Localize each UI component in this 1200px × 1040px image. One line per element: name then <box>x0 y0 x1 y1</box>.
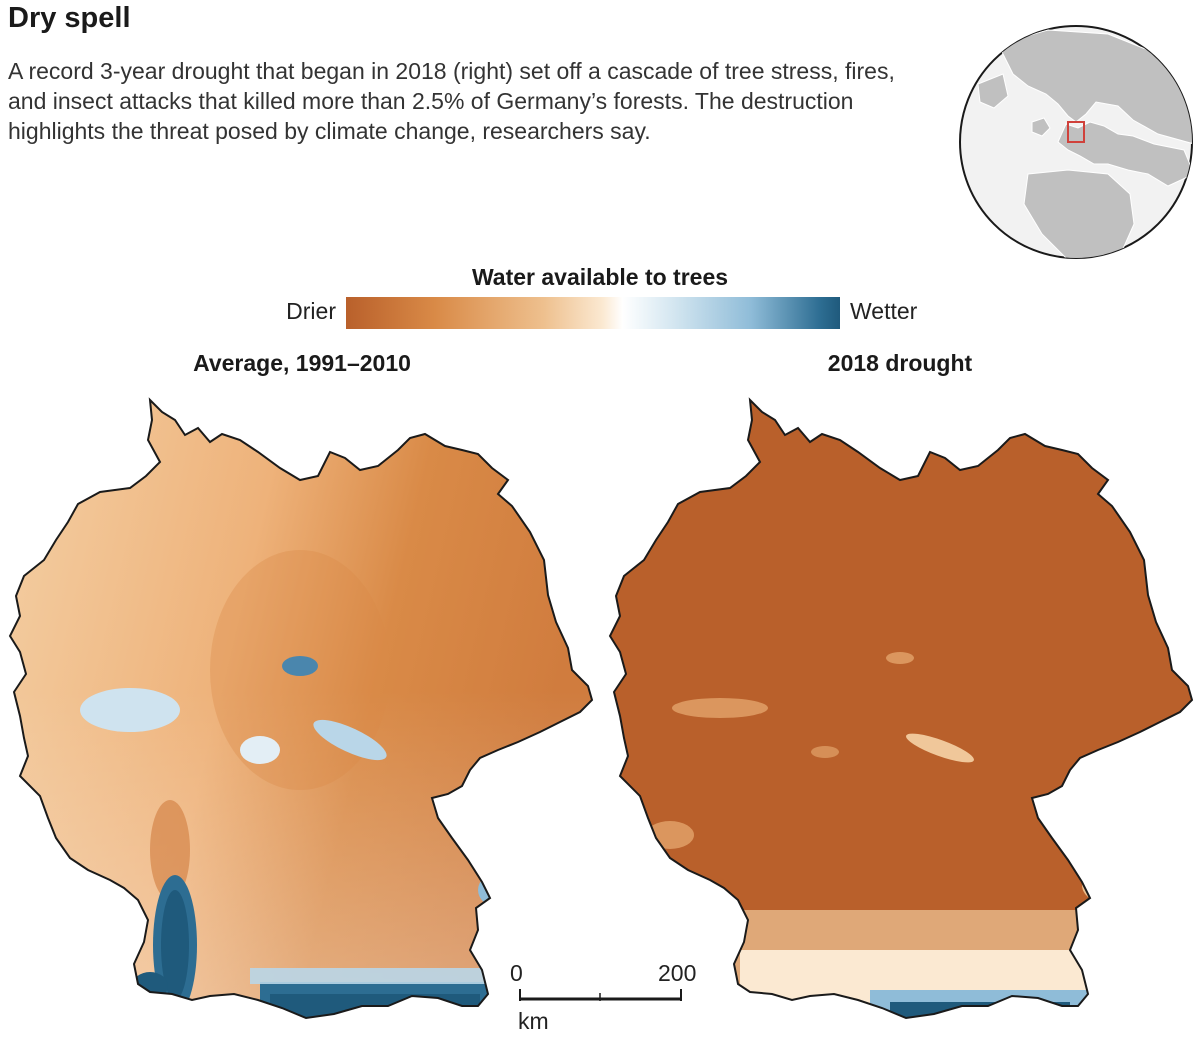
locator-globe <box>959 25 1193 259</box>
wet-patch <box>80 688 180 732</box>
right-map-title: 2018 drought <box>827 350 973 376</box>
scale-start-label: 0 <box>510 960 523 986</box>
intro-text: A record 3-year drought that began in 20… <box>8 58 895 144</box>
scale-bar: 0 200 km <box>510 955 710 1035</box>
legend-high-label: Wetter <box>850 298 918 324</box>
greenland-shape <box>977 73 1009 109</box>
average-map <box>9 399 593 1019</box>
page-title: Dry spell <box>8 2 131 34</box>
europe-shape <box>1057 121 1192 187</box>
left-map-title: Average, 1991–2010 <box>193 350 411 376</box>
scale-unit-label: km <box>518 1008 549 1034</box>
legend-title: Water available to trees <box>471 264 729 290</box>
scale-end-label: 200 <box>658 960 697 986</box>
britain-shape <box>1031 117 1051 137</box>
germany-locator-box <box>1067 121 1085 143</box>
scale-bar-line <box>519 989 682 1001</box>
drought-map <box>609 399 1193 1019</box>
legend-color-bar <box>346 297 840 329</box>
africa-shape <box>1023 169 1135 258</box>
legend-low-label: Drier <box>286 298 336 324</box>
